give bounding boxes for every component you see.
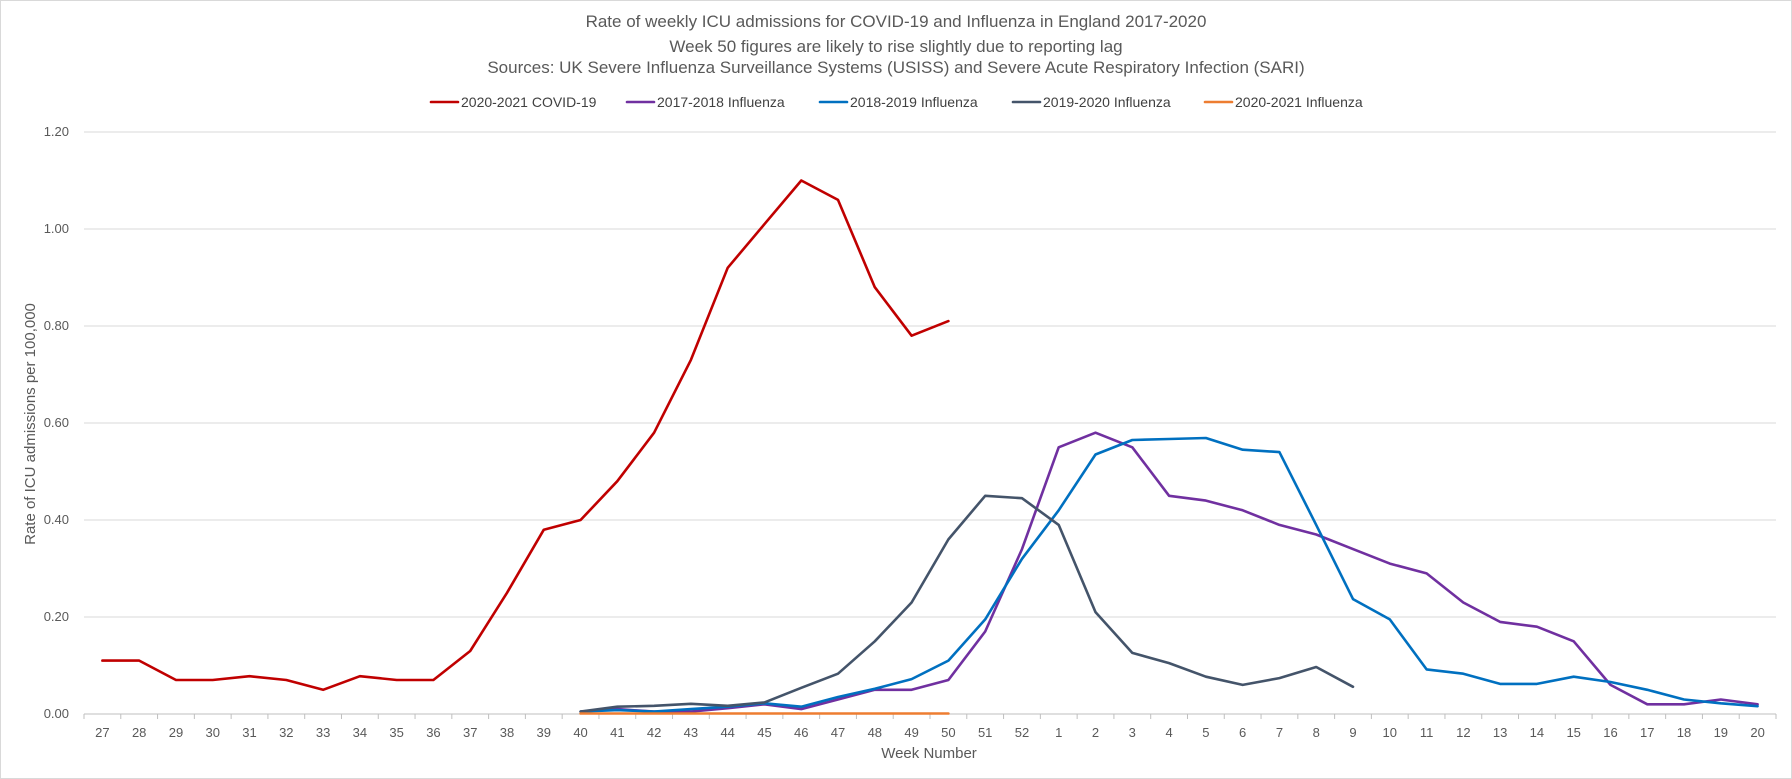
x-tick-label: 30 xyxy=(206,725,220,740)
x-tick-label: 35 xyxy=(389,725,403,740)
chart-title-line-1: Rate of weekly ICU admissions for COVID-… xyxy=(586,12,1207,31)
x-tick-label: 44 xyxy=(720,725,734,740)
x-tick-label: 39 xyxy=(537,725,551,740)
x-tick-label: 38 xyxy=(500,725,514,740)
x-tick-label: 18 xyxy=(1677,725,1691,740)
legend-label: 2019-2020 Influenza xyxy=(1043,94,1171,110)
x-tick-label: 52 xyxy=(1015,725,1029,740)
legend: 2020-2021 COVID-19 2017-2018 Influenza 201… xyxy=(429,94,1363,110)
y-tick-label: 0.60 xyxy=(44,415,69,430)
x-tick-label: 17 xyxy=(1640,725,1654,740)
x-tick-label: 4 xyxy=(1165,725,1172,740)
x-tick-label: 40 xyxy=(573,725,587,740)
x-tick-label: 33 xyxy=(316,725,330,740)
legend-label: 2017-2018 Influenza xyxy=(657,94,785,110)
x-tick-label: 46 xyxy=(794,725,808,740)
x-tick-label: 11 xyxy=(1420,725,1434,740)
x-tick-label: 49 xyxy=(904,725,918,740)
x-tick-label: 45 xyxy=(757,725,771,740)
x-tick-label: 15 xyxy=(1566,725,1580,740)
legend-label: 2020-2021 Influenza xyxy=(1235,94,1363,110)
x-tick-label: 14 xyxy=(1530,725,1544,740)
y-tick-label: 1.00 xyxy=(44,221,69,236)
x-tick-label: 1 xyxy=(1055,725,1062,740)
x-tick-label: 13 xyxy=(1493,725,1507,740)
x-tick-label: 32 xyxy=(279,725,293,740)
series-line-4 xyxy=(579,494,1355,713)
x-tick-label: 12 xyxy=(1456,725,1470,740)
x-tick-label: 42 xyxy=(647,725,661,740)
series-line-2 xyxy=(579,431,1759,713)
x-tick-label: 29 xyxy=(169,725,183,740)
x-tick-label: 6 xyxy=(1239,725,1246,740)
x-axis-ticks: 27 28 29 30 31 32 33 34 35 36 37 38 39 40 41 42 43 44 45 46… xyxy=(83,714,1777,740)
x-tick-label: 28 xyxy=(132,725,146,740)
x-tick-label: 51 xyxy=(978,725,992,740)
legend-label: 2020-2021 COVID-19 xyxy=(461,94,597,110)
x-tick-label: 31 xyxy=(242,725,256,740)
x-tick-label: 7 xyxy=(1276,725,1283,740)
series-line-3 xyxy=(579,436,1759,713)
y-tick-label: 1.20 xyxy=(44,124,69,139)
y-tick-label: 0.20 xyxy=(44,609,69,624)
x-tick-label: 5 xyxy=(1202,725,1209,740)
x-tick-label: 8 xyxy=(1313,725,1320,740)
y-axis-ticks: 0.00 0.20 0.40 0.60 0.80 1.00 1.20 xyxy=(44,124,69,721)
x-tick-label: 43 xyxy=(684,725,698,740)
x-tick-label: 36 xyxy=(426,725,440,740)
y-tick-label: 0.40 xyxy=(44,512,69,527)
x-tick-label: 16 xyxy=(1603,725,1617,740)
chart-title-line-3: Sources: UK Severe Influenza Surveillanc… xyxy=(487,58,1304,77)
gridlines xyxy=(84,131,1776,715)
x-tick-label: 37 xyxy=(463,725,477,740)
x-tick-label: 2 xyxy=(1092,725,1099,740)
series-line-1 xyxy=(101,179,950,692)
x-tick-label: 3 xyxy=(1129,725,1136,740)
x-tick-label: 10 xyxy=(1383,725,1397,740)
legend-label: 2018-2019 Influenza xyxy=(850,94,978,110)
y-tick-label: 0.80 xyxy=(44,318,69,333)
x-tick-label: 9 xyxy=(1349,725,1356,740)
x-axis-title: Week Number xyxy=(881,745,977,762)
x-tick-label: 48 xyxy=(868,725,882,740)
x-tick-label: 19 xyxy=(1714,725,1728,740)
y-tick-label: 0.00 xyxy=(44,706,69,721)
series-lines xyxy=(101,179,1759,715)
x-tick-label: 20 xyxy=(1750,725,1764,740)
x-tick-label: 34 xyxy=(353,725,367,740)
y-axis-title: Rate of ICU admissions per 100,000 xyxy=(22,303,39,545)
x-tick-label: 27 xyxy=(95,725,109,740)
x-tick-label: 41 xyxy=(610,725,624,740)
x-tick-label: 47 xyxy=(831,725,845,740)
x-tick-label: 50 xyxy=(941,725,955,740)
chart-title-line-2: Week 50 figures are likely to rise sligh… xyxy=(669,37,1122,56)
